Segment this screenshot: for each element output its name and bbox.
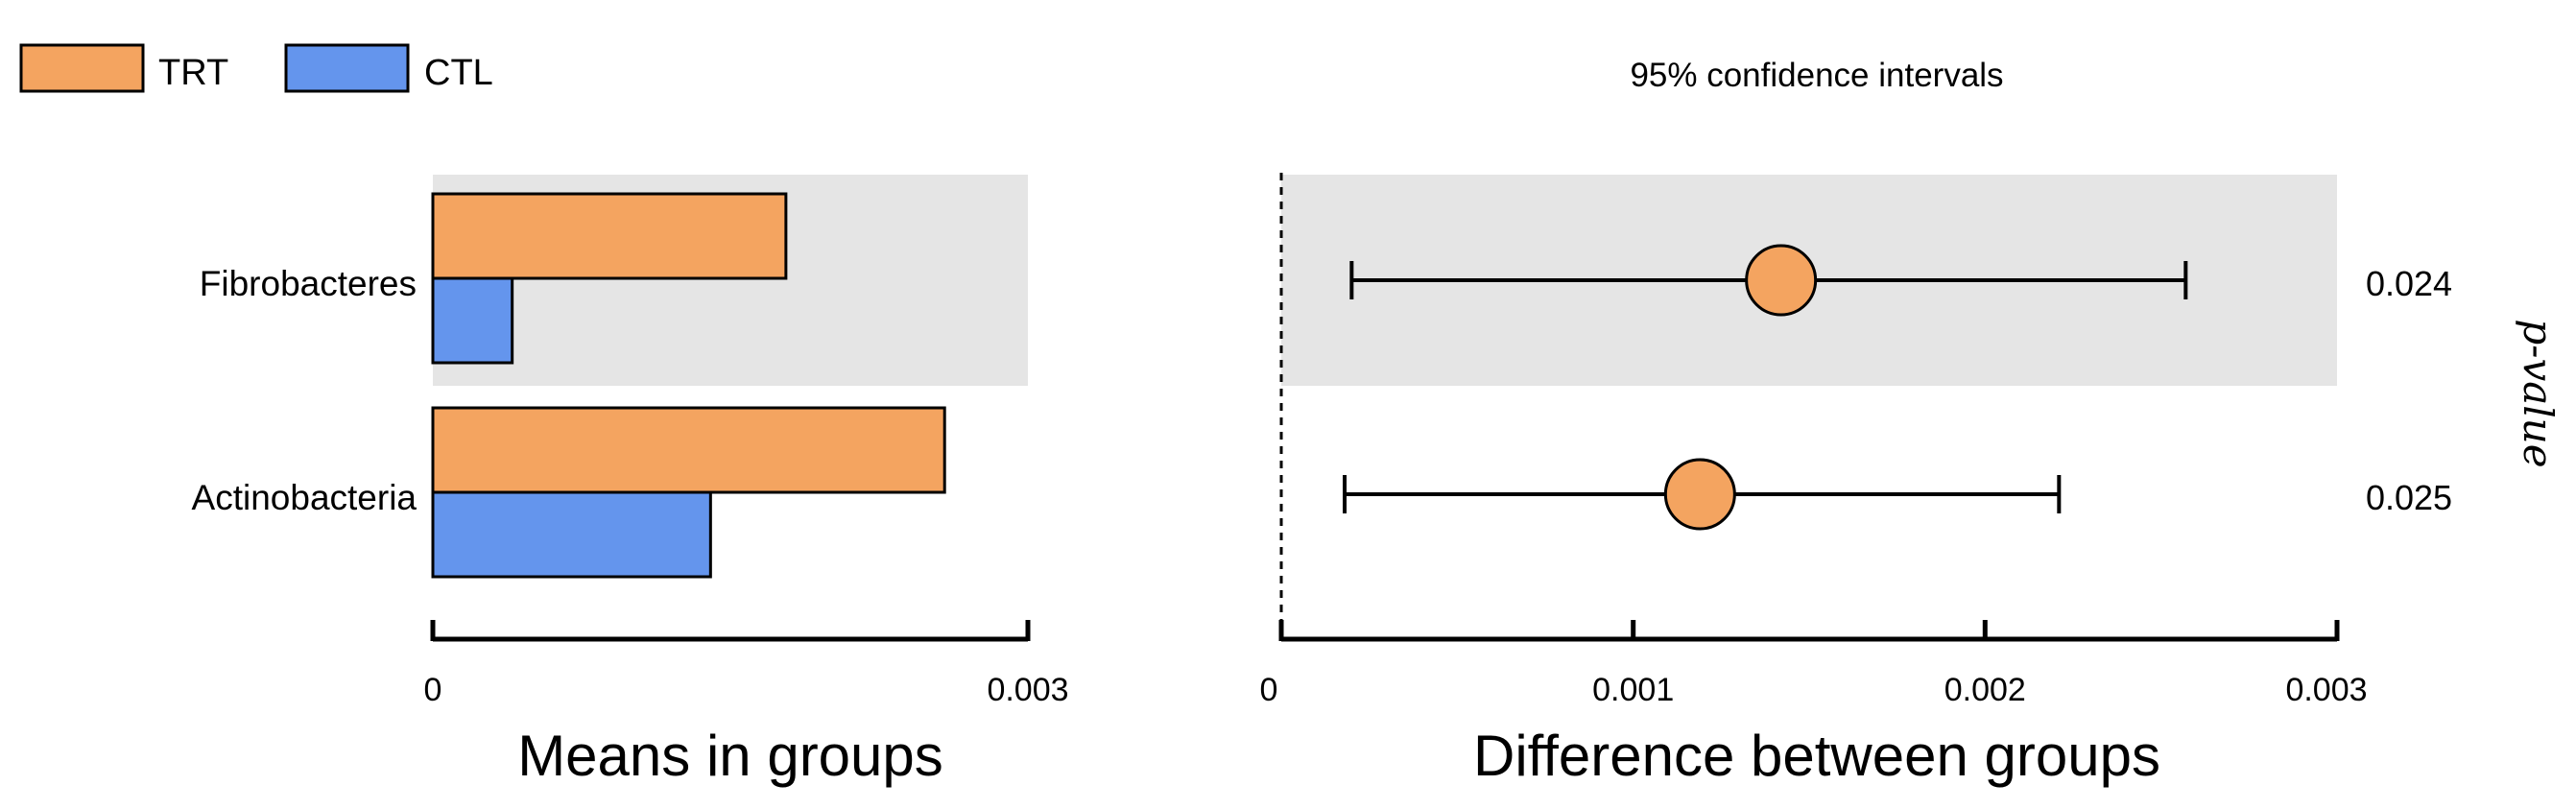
difference-panel: 95% confidence intervals 0 0.001 0.002 0… <box>1260 57 2368 788</box>
legend-swatch-ctl <box>284 43 410 93</box>
means-panel: Fibrobacteres Actinobacteria 0 0.003 Mea… <box>192 175 1069 788</box>
bar-trt-fibrobacteres <box>431 192 788 280</box>
difference-tick-label-2: 0.002 <box>1944 672 2026 708</box>
means-axis-title: Means in groups <box>517 724 943 788</box>
p-value-fibrobacteres: 0.024 <box>2366 264 2452 303</box>
estimate-point-fibrobacteres <box>1745 244 1818 317</box>
p-value-actinobacteria: 0.025 <box>2366 478 2452 517</box>
difference-tick-label-0: 0 <box>1260 672 1278 708</box>
bar-trt-actinobacteria <box>431 406 946 494</box>
difference-subtitle: 95% confidence intervals <box>1630 57 2003 94</box>
bar-ctl-actinobacteria <box>431 490 712 579</box>
means-bars <box>431 192 946 579</box>
category-label-actinobacteria: Actinobacteria <box>192 478 417 517</box>
legend: TRT CTL <box>19 43 493 93</box>
legend-label-trt: TRT <box>158 53 228 93</box>
estimate-point-actinobacteria <box>1663 458 1736 531</box>
category-label-fibrobacteres: Fibrobacteres <box>200 264 417 303</box>
legend-label-ctl: CTL <box>424 53 493 93</box>
p-value-column: 0.024 0.025 p-value <box>2366 264 2562 517</box>
difference-tick-label-1: 0.001 <box>1592 672 1674 708</box>
bar-ctl-fibrobacteres <box>431 276 514 365</box>
difference-axis-title: Difference between groups <box>1473 724 2160 788</box>
means-tick-label-1: 0.003 <box>987 672 1068 708</box>
p-value-axis-label: p-value <box>2515 319 2562 467</box>
means-tick-label-0: 0 <box>424 672 442 708</box>
difference-tick-label-3: 0.003 <box>2285 672 2367 708</box>
confidence-interval-marks <box>1343 244 2188 531</box>
legend-swatch-trt <box>19 43 145 93</box>
